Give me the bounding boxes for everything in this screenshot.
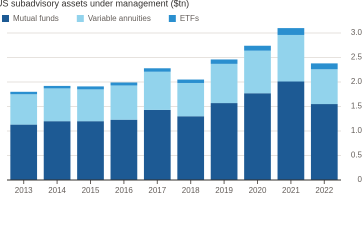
bar-segment: [244, 50, 271, 94]
legend-swatch: [76, 15, 84, 22]
bar-segment: [143, 71, 171, 110]
legend-label: Mutual funds: [13, 14, 59, 23]
legend-swatch: [2, 15, 9, 22]
x-tick-label: 2018: [182, 186, 200, 195]
x-tick-label: 2014: [48, 186, 66, 195]
y-tick-label: 0.5: [351, 151, 363, 160]
bar-segment: [143, 109, 171, 180]
bar-segment: [244, 93, 271, 180]
bar-segment: [210, 103, 238, 180]
y-tick-label: 2.5: [351, 53, 363, 62]
x-tick-label: 2021: [282, 186, 300, 195]
y-tick-label: 1.0: [351, 126, 363, 135]
bar-segment: [177, 82, 205, 117]
y-tick-label: 1.5: [351, 102, 363, 111]
bar-segment: [77, 121, 104, 180]
bar-segment: [177, 79, 205, 83]
bar-segment: [210, 63, 238, 104]
bar-segment: [277, 81, 305, 180]
bar-segment: [77, 89, 104, 122]
bar-segment: [143, 68, 171, 72]
bar-segment: [110, 85, 138, 120]
x-tick-label: 2020: [249, 186, 267, 195]
bar-segment: [310, 104, 338, 180]
bar-segment: [43, 121, 71, 180]
x-tick-label: 2015: [82, 186, 100, 195]
chart: US subadvisory assets under management (…: [0, 0, 363, 195]
bar-segment: [310, 63, 338, 70]
x-tick-label: 2016: [115, 186, 133, 195]
x-tick-label: 2013: [15, 186, 33, 195]
bar-segment: [244, 45, 271, 51]
legend-swatch: [168, 15, 176, 22]
y-tick-label: 2.0: [351, 77, 363, 86]
bar-segment: [310, 69, 338, 105]
bar-segment: [10, 94, 38, 125]
y-tick-label: 0: [358, 175, 363, 184]
x-tick-label: 2017: [148, 186, 166, 195]
bar-segment: [43, 88, 71, 122]
bar-segment: [277, 34, 305, 82]
bar-segment: [77, 86, 104, 90]
bar-segment: [177, 116, 205, 180]
bar-segment: [10, 124, 38, 180]
bar-segment: [210, 59, 238, 64]
bar-segment: [10, 91, 38, 95]
y-tick-label: 3.0: [351, 28, 363, 37]
x-tick-label: 2022: [315, 186, 333, 195]
bar-segment: [110, 119, 138, 180]
x-tick-label: 2019: [215, 186, 233, 195]
chart-title: US subadvisory assets under management (…: [0, 0, 189, 8]
legend-label: Variable annuities: [88, 14, 151, 23]
bar-segment: [43, 85, 71, 89]
bar-segment: [277, 28, 305, 35]
bar-segment: [110, 82, 138, 86]
legend-label: ETFs: [180, 14, 199, 23]
